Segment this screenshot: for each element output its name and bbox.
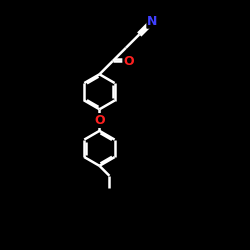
Text: O: O	[94, 114, 105, 127]
Text: O: O	[123, 54, 134, 68]
Text: N: N	[147, 15, 158, 28]
